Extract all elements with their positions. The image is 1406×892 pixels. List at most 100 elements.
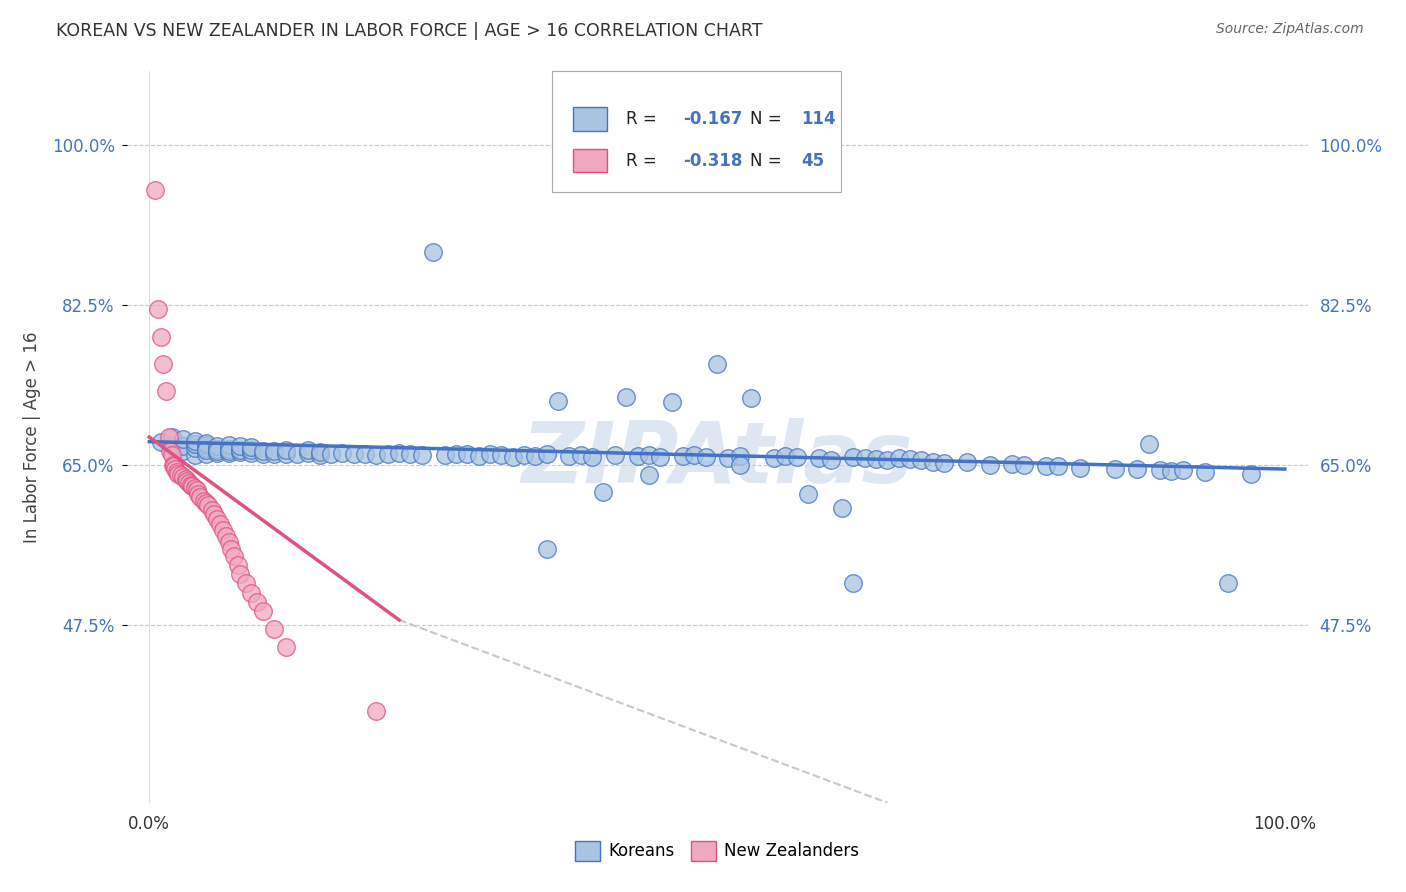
Point bbox=[762, 451, 785, 466]
Point bbox=[172, 432, 194, 446]
Text: KOREAN VS NEW ZEALANDER IN LABOR FORCE | AGE > 16 CORRELATION CHART: KOREAN VS NEW ZEALANDER IN LABOR FORCE |… bbox=[56, 22, 762, 40]
Point bbox=[174, 472, 197, 486]
Point bbox=[672, 450, 695, 464]
Point bbox=[195, 442, 218, 457]
Point bbox=[820, 453, 842, 467]
Point bbox=[183, 448, 205, 462]
Text: R =: R = bbox=[626, 152, 662, 169]
Point bbox=[422, 245, 444, 260]
FancyBboxPatch shape bbox=[551, 71, 841, 192]
Point bbox=[218, 443, 240, 458]
Point bbox=[218, 445, 240, 459]
Point bbox=[1194, 465, 1216, 479]
Point bbox=[202, 507, 225, 521]
Point bbox=[195, 441, 218, 455]
Point bbox=[159, 443, 181, 458]
Point bbox=[263, 447, 285, 461]
Point bbox=[491, 448, 513, 462]
Point bbox=[728, 450, 751, 464]
Point bbox=[603, 448, 626, 462]
Point bbox=[797, 487, 820, 501]
Point bbox=[354, 447, 377, 461]
Point bbox=[218, 535, 240, 549]
Point bbox=[773, 450, 796, 464]
Point bbox=[207, 442, 229, 456]
Point bbox=[343, 446, 366, 460]
Point bbox=[581, 450, 603, 465]
Point bbox=[934, 456, 956, 470]
Point bbox=[569, 448, 592, 462]
Point bbox=[274, 442, 297, 457]
Point bbox=[215, 529, 238, 543]
Text: Source: ZipAtlas.com: Source: ZipAtlas.com bbox=[1216, 22, 1364, 37]
Point bbox=[263, 443, 285, 458]
Point bbox=[1012, 458, 1035, 472]
Point bbox=[235, 576, 257, 591]
Point bbox=[229, 442, 252, 457]
Point bbox=[786, 450, 808, 465]
Point bbox=[274, 640, 297, 655]
Point bbox=[740, 391, 762, 405]
Point bbox=[193, 494, 215, 508]
Point bbox=[921, 455, 943, 469]
Point bbox=[155, 384, 177, 399]
Point bbox=[558, 450, 581, 464]
Text: 114: 114 bbox=[801, 110, 835, 128]
Point bbox=[842, 450, 865, 465]
Point bbox=[195, 435, 218, 450]
Point bbox=[187, 487, 209, 501]
Point bbox=[197, 498, 219, 512]
Point bbox=[297, 445, 319, 459]
Point bbox=[1126, 462, 1149, 476]
Point bbox=[263, 622, 285, 636]
Point bbox=[229, 444, 252, 458]
Point bbox=[1137, 437, 1160, 451]
Point bbox=[160, 439, 183, 453]
Point bbox=[252, 446, 274, 460]
Point bbox=[212, 524, 235, 538]
Point bbox=[207, 512, 229, 526]
Point bbox=[956, 455, 979, 469]
Point bbox=[626, 450, 648, 464]
Point bbox=[1171, 463, 1194, 477]
Point bbox=[252, 443, 274, 458]
Point bbox=[297, 442, 319, 457]
Point bbox=[201, 503, 224, 517]
Point bbox=[467, 450, 489, 464]
Point bbox=[160, 448, 183, 462]
Point bbox=[240, 585, 263, 599]
Point bbox=[165, 462, 187, 476]
Point bbox=[207, 445, 229, 459]
Point bbox=[695, 450, 717, 465]
Point bbox=[177, 475, 200, 490]
Point bbox=[224, 549, 246, 563]
Point bbox=[274, 446, 297, 460]
Point bbox=[853, 451, 876, 466]
Point bbox=[240, 445, 263, 459]
Point bbox=[308, 444, 330, 458]
Point bbox=[910, 453, 932, 467]
Text: R =: R = bbox=[626, 110, 662, 128]
Point bbox=[592, 485, 614, 500]
FancyBboxPatch shape bbox=[574, 107, 607, 130]
Point bbox=[183, 481, 205, 495]
Point bbox=[1216, 576, 1239, 591]
Point bbox=[157, 430, 180, 444]
Point bbox=[728, 458, 751, 472]
Y-axis label: In Labor Force | Age > 16: In Labor Force | Age > 16 bbox=[22, 331, 41, 543]
Point bbox=[229, 567, 252, 582]
Point bbox=[547, 393, 569, 408]
Point bbox=[285, 447, 308, 461]
Legend: Koreans, New Zealanders: Koreans, New Zealanders bbox=[568, 834, 866, 868]
Point bbox=[162, 458, 184, 472]
Point bbox=[188, 490, 211, 504]
Point bbox=[149, 329, 172, 343]
Point bbox=[865, 452, 887, 467]
Point bbox=[176, 474, 198, 488]
Point bbox=[160, 430, 183, 444]
Point bbox=[219, 541, 242, 556]
Point bbox=[143, 183, 166, 197]
Point bbox=[163, 459, 186, 474]
Point bbox=[319, 447, 342, 461]
Point bbox=[229, 439, 252, 453]
